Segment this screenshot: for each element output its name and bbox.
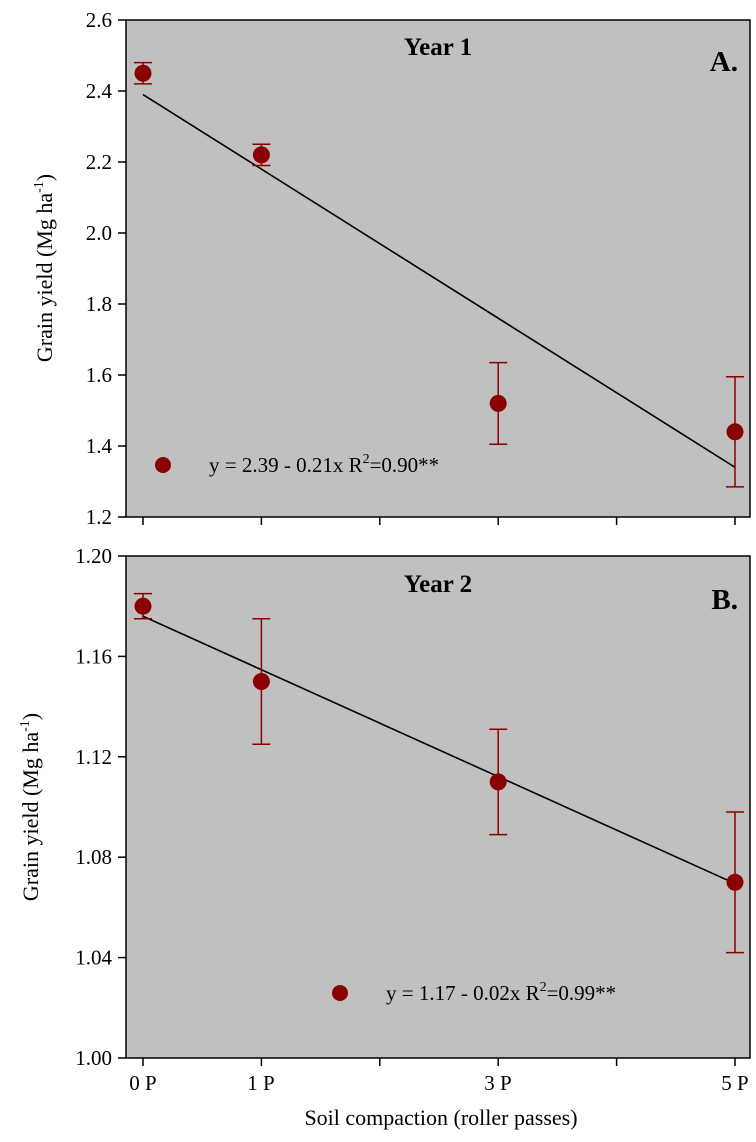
y-tick-label: 1.16 [75,644,112,668]
data-point [252,673,270,690]
panel-letter-b: B. [711,584,738,616]
x-tick-label: 5 P [721,1071,748,1095]
y-tick-label: 1.00 [75,1046,112,1070]
data-marks-year-1 [134,61,744,488]
legend-marker-year-2 [332,985,348,1001]
legend-equation-year-2: y = 1.17 - 0.02x R2=0.99** [386,980,616,1005]
y-tick-label: 2.2 [86,150,112,174]
regression-line [142,93,736,468]
panel-title-year-1: Year 1 [404,34,472,61]
data-point [489,773,507,791]
y-tick-label: 2.6 [86,8,112,32]
x-tick-label: 0 P [129,1071,156,1095]
y-tick-label: 1.20 [75,544,112,568]
legend-year-1: y = 2.39 - 0.21x R2=0.90** [155,452,439,477]
y-axis-year-1: 1.2 1.4 1.6 1.8 2.0 2.2 2.4 2.6 [86,8,126,529]
panel-letter-a: A. [710,46,738,78]
y-tick-label: 1.4 [86,434,113,458]
x-tick-label: 3 P [484,1071,511,1095]
legend-equation-year-1: y = 2.39 - 0.21x R2=0.90** [209,452,439,477]
plot-area-year-1 [125,19,751,518]
data-marks-year-2 [134,592,744,954]
panel-year-2: 1.00 1.04 1.08 1.12 1.16 1.20 Year 2 B. y = 1… [18,544,751,1070]
data-point [726,873,744,891]
x-axis-label: Soil compaction (roller passes) [304,1105,577,1130]
x-axis-ticks-year-2 [142,1058,736,1066]
y-tick-label: 1.8 [86,292,112,316]
data-point [134,597,152,615]
y-axis-label-year-1: Grain yield (Mg ha-1) [32,174,57,362]
plot-area-year-2 [125,555,751,1059]
legend-marker-year-1 [155,457,171,473]
y-axis-year-2: 1.00 1.04 1.08 1.12 1.16 1.20 [75,544,126,1070]
data-point [252,146,270,164]
y-tick-label: 1.2 [86,505,112,529]
data-point [489,394,507,412]
y-tick-label: 2.0 [86,221,112,245]
y-tick-label: 1.08 [75,845,112,869]
y-axis-label-year-2: Grain yield (Mg ha-1) [18,713,43,901]
y-tick-label: 1.04 [75,946,112,970]
panel-year-1: 1.2 1.4 1.6 1.8 2.0 2.2 2.4 2.6 Year 1 A. y = 2… [32,8,751,529]
y-tick-label: 1.6 [86,363,112,387]
panel-title-year-2: Year 2 [404,571,472,598]
data-point [134,64,152,82]
legend-year-2: y = 1.17 - 0.02x R2=0.99** [332,980,616,1005]
x-tick-labels: 0 P 1 P 3 P 5 P [129,1071,748,1095]
x-tick-label: 1 P [247,1071,274,1095]
x-axis-ticks-year-1 [142,517,736,525]
y-tick-label: 2.4 [86,79,113,103]
y-tick-label: 1.12 [75,745,112,769]
data-point [726,423,744,441]
regression-line [142,615,736,885]
